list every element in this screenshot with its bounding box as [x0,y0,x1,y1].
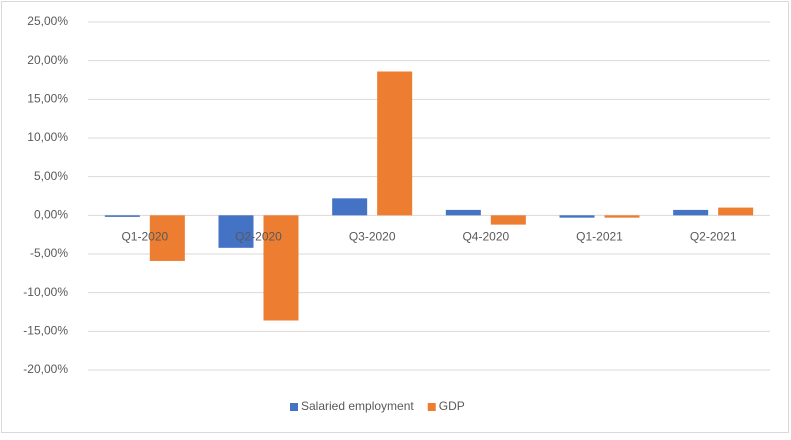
bar [149,215,185,261]
legend-label: GDP [439,399,465,413]
bar [559,215,595,218]
x-tick-label: Q3-2020 [349,230,396,244]
bar [263,215,299,321]
y-tick-label: 15,00% [27,92,68,106]
bar [673,209,709,216]
chart-border [1,1,789,433]
y-tick-label: -5,00% [30,246,68,260]
y-tick-label: 10,00% [27,130,68,144]
x-tick-label: Q2-2021 [690,230,737,244]
y-tick-label: 25,00% [27,14,68,28]
x-tick-label: Q4-2020 [462,230,509,244]
legend-swatch [290,403,298,411]
bar [718,207,754,216]
y-tick-label: -10,00% [23,285,68,299]
bar [490,215,526,225]
bar [377,71,413,216]
bar [604,215,640,218]
y-tick-label: 20,00% [27,53,68,67]
legend-label: Salaried employment [301,399,414,413]
y-tick-label: -15,00% [23,324,68,338]
x-tick-label: Q1-2021 [576,230,623,244]
bar [218,215,254,248]
y-tick-label: -20,00% [23,362,68,376]
bar [332,198,368,216]
bar [445,209,481,216]
y-tick-label: 5,00% [34,169,68,183]
x-tick-label: Q2-2020 [235,230,282,244]
y-tick-label: 0,00% [34,208,68,222]
x-tick-label: Q1-2020 [121,230,168,244]
legend-swatch [427,403,436,411]
bar [104,215,140,217]
